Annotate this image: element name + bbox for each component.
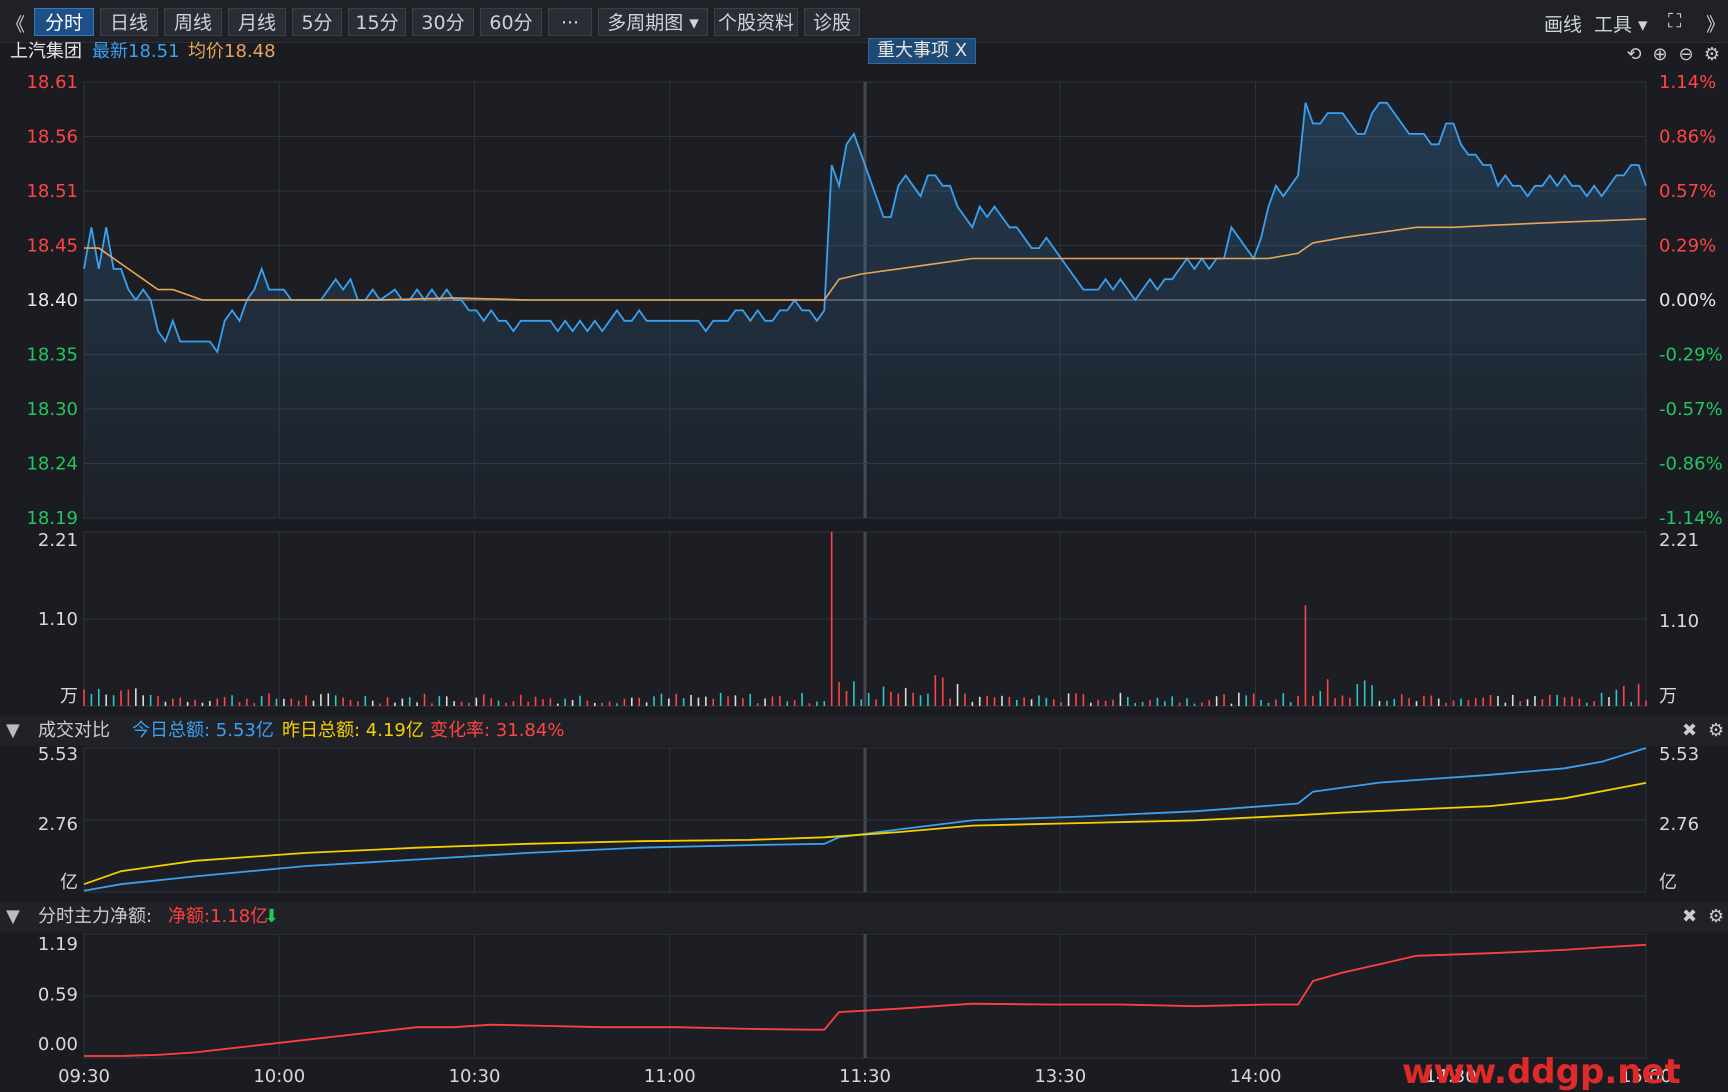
avg-price: 均价18.48 <box>188 41 276 62</box>
vol-unit: 万 <box>60 686 78 707</box>
gear-icon: ⚙ <box>1704 44 1720 65</box>
cmp-tick: 2.76 <box>38 814 78 835</box>
time-tick: 10:30 <box>449 1066 501 1087</box>
watermark: www.ddgp.net <box>1402 1052 1681 1092</box>
price-panel: 18.61 18.56 18.51 18.45 18.40 18.35 18.30 18.24… <box>26 44 1722 529</box>
tab-9[interactable]: 多周期图 ▾ <box>598 8 708 36</box>
x-axis: 09:30 10:00 10:30 11:00 11:30 13:30 14:00 14:30… <box>58 1066 1672 1087</box>
time-tick: 14:30 <box>1425 1066 1477 1087</box>
net-tick: 0.00 <box>38 1034 78 1055</box>
net-amount-line <box>84 943 1647 1057</box>
zoom-in-icon: ⊕ <box>1652 44 1667 65</box>
price-area <box>84 102 1646 519</box>
pct-tick: -1.14% <box>1659 508 1723 529</box>
collapse-right-icon[interactable]: 》 <box>1706 14 1726 36</box>
time-tick: 11:30 <box>839 1066 891 1087</box>
price-tick: 18.35 <box>26 345 78 366</box>
tab-3[interactable]: 月线 <box>228 8 286 36</box>
today-total: 今日总额: 5.53亿 <box>132 720 274 741</box>
price-tick: 18.24 <box>26 454 78 475</box>
gear-icon[interactable]: ⚙ <box>1708 906 1725 927</box>
volume-compare-header: ▼ 成交对比 今日总额: 5.53亿 昨日总额: 4.19亿 变化率: 31.8… <box>0 716 1728 746</box>
fullscreen-icon[interactable]: ⛶ <box>1668 10 1682 32</box>
today-total-line <box>83 747 1647 892</box>
price-tick: 18.40 <box>26 290 78 311</box>
refresh-icon: ⟲ <box>1626 44 1641 65</box>
net-tick: 0.59 <box>38 984 78 1005</box>
time-tick: 13:30 <box>1034 1066 1086 1087</box>
pct-tick: 0.00% <box>1659 290 1716 311</box>
vol-tick: 2.21 <box>38 530 78 551</box>
stock-name: 上汽集团 <box>10 41 82 62</box>
vol-tick: 2.21 <box>1659 530 1699 551</box>
vol-tick: 1.10 <box>38 609 78 630</box>
collapse-arrow-icon[interactable]: ▼ <box>6 906 20 927</box>
tab-8[interactable]: ··· <box>548 8 592 36</box>
yesterday-total: 昨日总额: 4.19亿 <box>282 720 424 741</box>
time-tick: 11:00 <box>644 1066 696 1087</box>
gear-icon[interactable]: ⚙ <box>1708 720 1725 741</box>
tools-menu[interactable]: 工具 ▾ <box>1594 14 1648 36</box>
pct-tick: 0.86% <box>1659 127 1716 148</box>
avg-price-line <box>84 218 1647 301</box>
cmp-tick: 5.53 <box>1659 744 1699 765</box>
tab-7[interactable]: 60分 <box>480 8 542 36</box>
draw-line-button[interactable]: 画线 <box>1544 14 1583 36</box>
tab-4[interactable]: 5分 <box>292 8 342 36</box>
zoom-out-icon: ⊖ <box>1678 44 1693 65</box>
collapse-arrow-icon[interactable]: ▼ <box>6 720 20 741</box>
collapse-left-icon[interactable]: 《 <box>6 14 26 36</box>
event-badge[interactable]: 重大事项 X <box>868 38 977 64</box>
pct-tick: 0.57% <box>1659 181 1716 202</box>
price-tick: 18.30 <box>26 399 78 420</box>
tab-1[interactable]: 日线 <box>100 8 158 36</box>
net-amount: 净额:1.18亿 <box>168 906 269 927</box>
yesterday-total-line <box>83 782 1647 886</box>
vol-tick: 1.10 <box>1659 611 1699 632</box>
cmp-unit: 亿 <box>60 872 78 893</box>
tab-2[interactable]: 周线 <box>164 8 222 36</box>
close-icon[interactable]: ✖ <box>1682 906 1698 927</box>
down-arrow-icon: ⬇ <box>264 906 280 927</box>
vol-unit: 万 <box>1659 686 1677 707</box>
volume-panel: 2.21 1.10 万 2.21 1.10 万 <box>38 530 1699 707</box>
mainforce-panel: 1.19 0.59 0.00 <box>38 933 1647 1059</box>
time-tick: 15:00 <box>1620 1066 1672 1087</box>
price-tick: 18.56 <box>26 127 78 148</box>
pct-tick: -0.57% <box>1659 399 1723 420</box>
cmp-tick: 2.76 <box>1659 814 1699 835</box>
close-icon[interactable]: ✖ <box>1682 720 1698 741</box>
tab-11[interactable]: 诊股 <box>804 8 860 36</box>
price-tick: 18.19 <box>26 508 78 529</box>
time-tick: 14:00 <box>1230 1066 1282 1087</box>
change-rate: 变化率: 31.84% <box>430 720 565 741</box>
tab-10[interactable]: 个股资料 <box>714 8 798 36</box>
toolbar: 《 分时 日线 周线 月线 5分 15分 30分 60分 ··· 多周期图 ▾ 个股资料 诊股 画线 … <box>0 0 1728 43</box>
latest-price: 最新18.51 <box>92 41 180 62</box>
cmp-tick: 5.53 <box>38 744 78 765</box>
compare-panel: 5.53 2.76 亿 5.53 2.76 亿 <box>38 744 1699 893</box>
panel-title: 分时主力净额: <box>38 906 153 927</box>
price-tick: 18.51 <box>26 181 78 202</box>
price-tick: 18.45 <box>26 236 78 257</box>
net-tick: 1.19 <box>38 934 78 955</box>
pct-tick: 1.14% <box>1659 72 1716 93</box>
price-tick: 18.61 <box>26 72 78 93</box>
pct-tick: 0.29% <box>1659 236 1716 257</box>
tab-0[interactable]: 分时 <box>34 8 94 36</box>
pct-tick: -0.86% <box>1659 454 1723 475</box>
tab-5[interactable]: 15分 <box>348 8 406 36</box>
pct-tick: -0.29% <box>1659 345 1723 366</box>
mainforce-header: ▼ 分时主力净额: 净额:1.18亿 ⬇ ✖ ⚙ <box>0 902 1728 932</box>
time-tick: 10:00 <box>253 1066 305 1087</box>
cmp-unit: 亿 <box>1659 872 1677 893</box>
tab-6[interactable]: 30分 <box>412 8 474 36</box>
panel-title: 成交对比 <box>38 720 110 741</box>
time-tick: 09:30 <box>58 1066 110 1087</box>
